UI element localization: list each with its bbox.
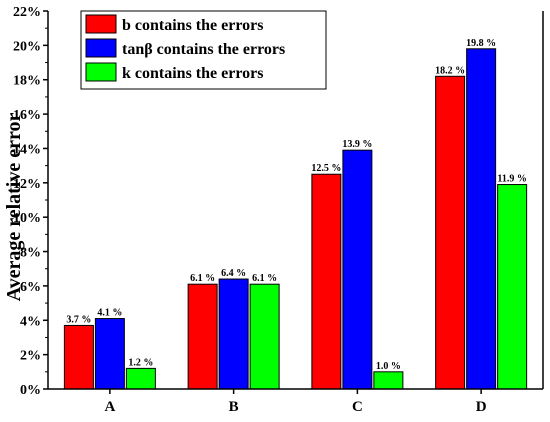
legend-swatch	[85, 14, 117, 34]
y-tick-label: 4%	[20, 314, 41, 329]
y-tick-label: 22%	[13, 5, 41, 20]
data-label: 11.9 %	[497, 174, 526, 185]
bar	[342, 149, 373, 390]
bar	[373, 371, 404, 390]
y-tick-label: 12%	[13, 177, 41, 192]
data-label: 19.8 %	[466, 38, 496, 49]
y-tick-label: 20%	[13, 39, 41, 54]
axes-layer: 0% 2% 4% 6% 8% 10% 12% 14% 16% 18% 20% 22% A B C D	[13, 5, 544, 415]
legend: b contains the errors tanβ contains the e…	[80, 10, 327, 90]
x-tick-label: C	[352, 399, 363, 415]
x-tick-label: D	[476, 399, 487, 415]
legend-label: tanβ contains the errors	[122, 41, 285, 58]
data-label: 6.4 %	[221, 268, 246, 279]
bar	[497, 184, 528, 390]
y-tick-label: 2%	[20, 349, 41, 364]
data-label: 6.1 %	[190, 273, 215, 284]
legend-box	[80, 10, 327, 90]
bars-layer	[63, 48, 528, 390]
data-label: 18.2 %	[435, 65, 465, 76]
bar	[94, 318, 125, 390]
bar	[311, 173, 342, 390]
bar	[249, 283, 280, 390]
x-tick-label: A	[104, 399, 115, 415]
bar	[218, 278, 249, 390]
data-label: 1.0 %	[376, 361, 401, 372]
bar	[187, 283, 218, 390]
legend-swatch	[85, 62, 117, 82]
data-label: 6.1 %	[252, 273, 277, 284]
bar	[125, 367, 156, 390]
y-axis-title: Average relative error	[3, 112, 25, 301]
bar	[435, 75, 466, 390]
y-tick-label: 8%	[20, 246, 41, 261]
data-label: 12.5 %	[311, 163, 341, 174]
y-tick-label: 10%	[13, 211, 41, 226]
data-label: 4.1 %	[97, 308, 122, 319]
y-tick-label: 6%	[20, 280, 41, 295]
y-tick-label: 18%	[13, 74, 41, 89]
y-tick-label: 14%	[13, 142, 41, 157]
y-tick-label: 0%	[20, 383, 41, 398]
legend-swatch	[85, 38, 117, 58]
bar	[63, 324, 94, 390]
data-label: 13.9 %	[342, 139, 372, 150]
value-labels-layer: 3.7 % 4.1 % 1.2 % 6.1 % 6.4 % 6.1 % 12.5 % 13.9…	[66, 38, 526, 372]
y-tick-label: 16%	[13, 108, 41, 123]
x-tick-label: B	[229, 399, 239, 415]
bar	[466, 48, 497, 390]
data-label: 3.7 %	[66, 314, 91, 325]
legend-label: k contains the errors	[122, 65, 263, 82]
legend-label: b contains the errors	[122, 17, 263, 34]
data-label: 1.2 %	[128, 357, 153, 368]
